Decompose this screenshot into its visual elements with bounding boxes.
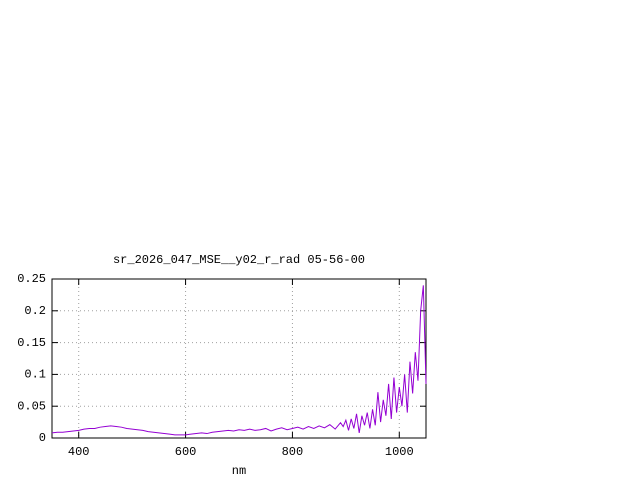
x-axis-label: nm bbox=[232, 464, 246, 478]
y-tick-label: 0 bbox=[39, 431, 46, 445]
plot-frame bbox=[51, 278, 427, 439]
data-line bbox=[51, 285, 427, 436]
x-tick-label: 1000 bbox=[385, 445, 414, 459]
y-tick-label: 0.05 bbox=[17, 399, 46, 413]
x-tick-label: 400 bbox=[68, 445, 90, 459]
chart-title: sr_2026_047_MSE__y02_r_rad 05-56-00 bbox=[113, 253, 365, 267]
y-tick-label: 0.2 bbox=[24, 304, 46, 318]
y-tick-label: 0.15 bbox=[17, 336, 46, 350]
x-tick-label: 600 bbox=[175, 445, 197, 459]
x-tick-label: 800 bbox=[282, 445, 304, 459]
y-tick-label: 0.25 bbox=[17, 272, 46, 286]
y-tick-label: 0.1 bbox=[24, 368, 46, 382]
